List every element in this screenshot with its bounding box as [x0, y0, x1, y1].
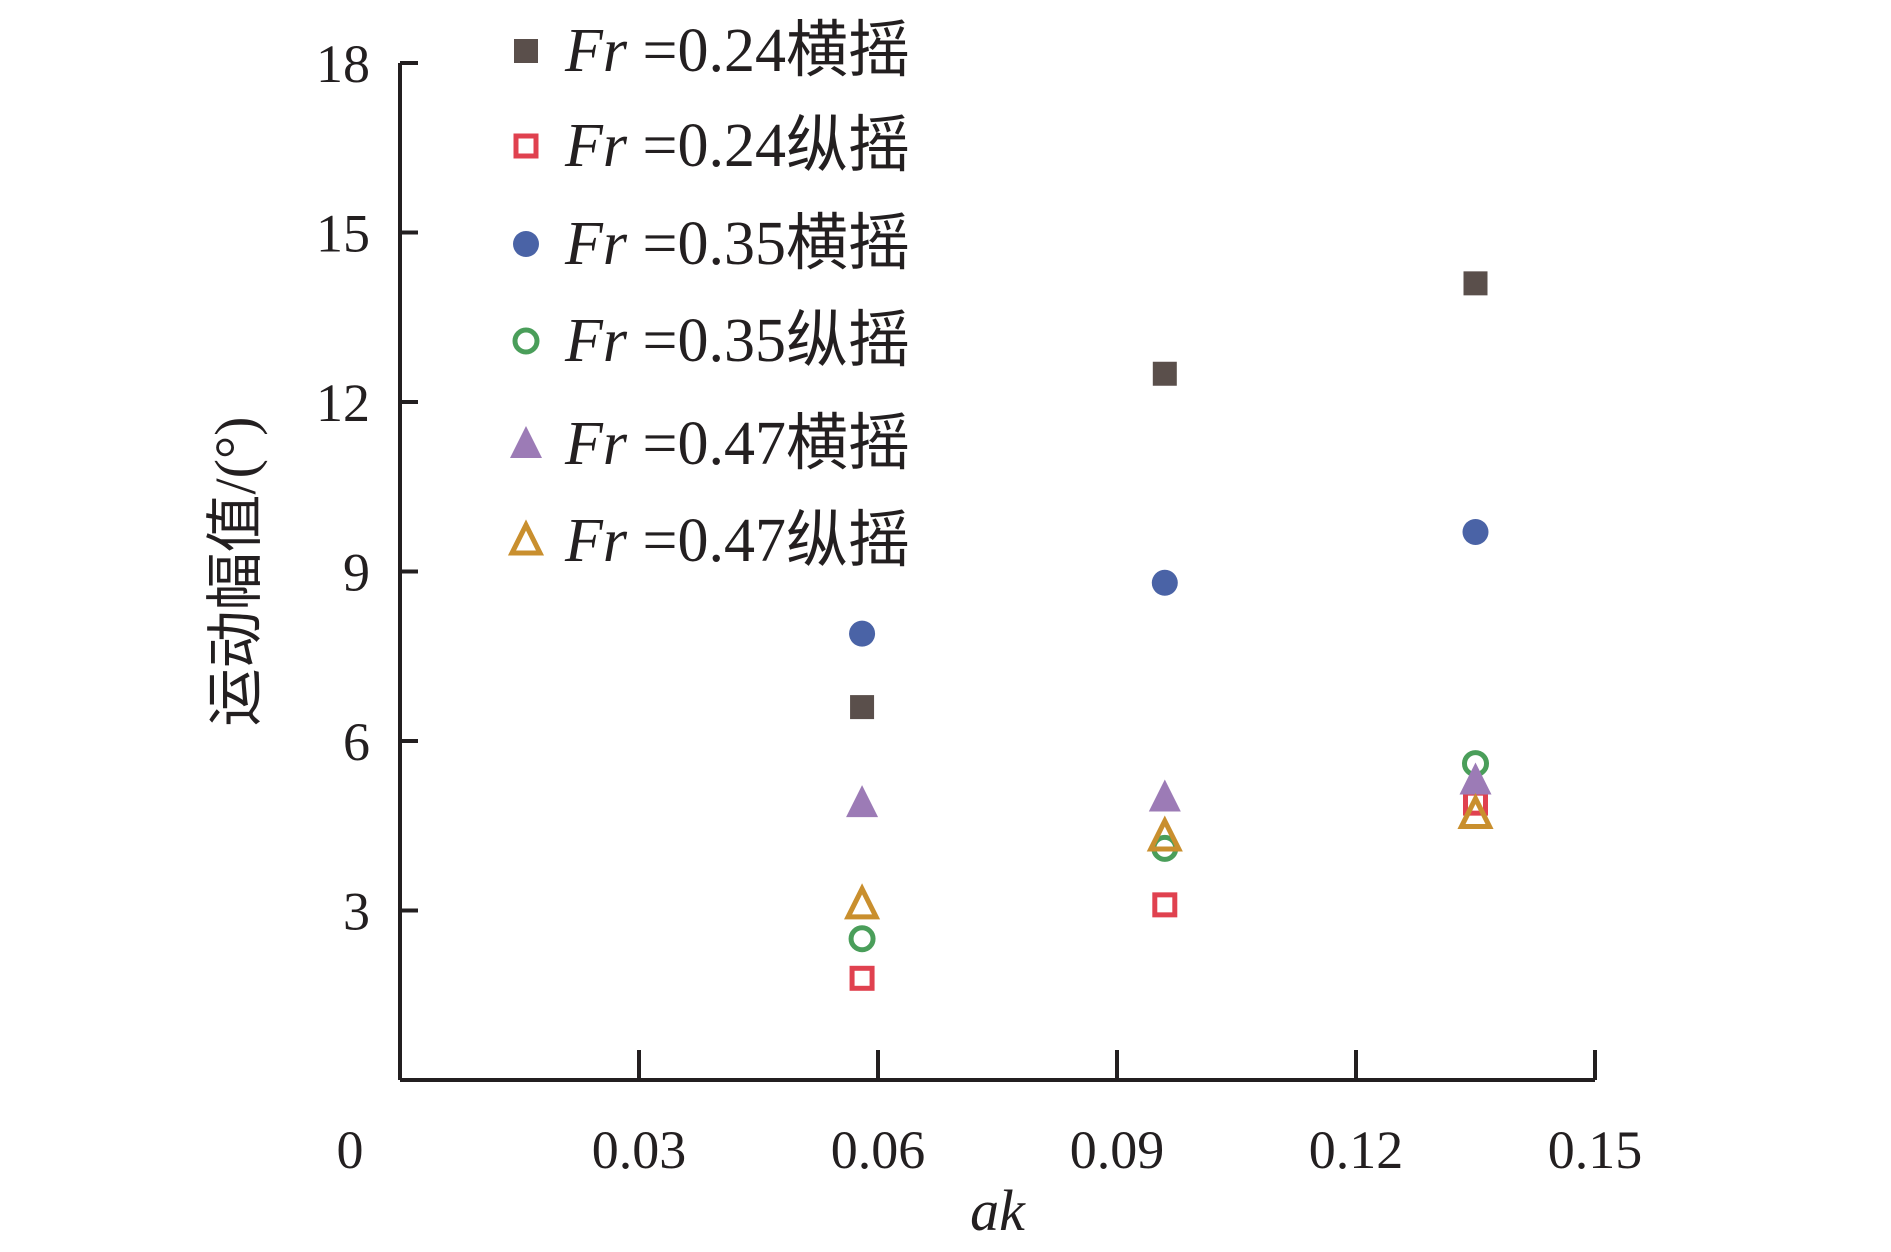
- series-5: [846, 762, 1492, 818]
- legend-label: Fr =0.24纵摇: [564, 112, 910, 180]
- legend-suffix: =0.47横摇: [627, 410, 910, 478]
- legend-label: Fr =0.35横摇: [564, 210, 910, 278]
- legend-suffix: =0.35纵摇: [627, 307, 910, 375]
- legend-var: Fr: [564, 507, 628, 575]
- data-point: [1148, 779, 1181, 812]
- data-point: [848, 925, 876, 953]
- data-point: [850, 695, 875, 720]
- legend-suffix: =0.35横摇: [627, 210, 910, 278]
- legend-suffix: =0.47纵摇: [627, 507, 910, 575]
- data-point: [1457, 792, 1494, 829]
- legend-var: Fr: [564, 17, 628, 85]
- legend-item: Fr =0.47纵摇: [507, 507, 910, 575]
- legend-label: Fr =0.35纵摇: [564, 307, 910, 375]
- data-point: [849, 620, 876, 647]
- data-point: [1463, 271, 1488, 296]
- legend-marker-square: [514, 39, 538, 63]
- legend-var: Fr: [564, 112, 628, 180]
- legend-item: Fr =0.24横摇: [514, 17, 910, 85]
- y-tick-label: 12: [316, 373, 370, 433]
- series-6: [844, 792, 1494, 920]
- y-tick-label: 6: [343, 712, 370, 772]
- x-tick-label: 0: [337, 1120, 364, 1180]
- ticks: 3 6 9 12 15 18 0 0.03 0.06 0.09 0.12 0.15: [316, 34, 1642, 1180]
- y-tick-label: 18: [316, 34, 370, 94]
- legend-label: Fr =0.47横摇: [564, 410, 910, 478]
- y-tick-label: 9: [343, 543, 370, 603]
- data-point: [1151, 569, 1178, 596]
- data-point: [846, 785, 879, 818]
- legend-marker-triangle: [510, 426, 542, 458]
- x-tick-label: 0.12: [1309, 1120, 1404, 1180]
- x-axis-title: ak: [970, 1178, 1026, 1243]
- legend-item: Fr =0.35横摇: [513, 210, 910, 278]
- data-points: [844, 271, 1494, 991]
- legend-marker-circle: [512, 327, 540, 355]
- data-point: [1462, 518, 1489, 545]
- legend-var: Fr: [564, 410, 628, 478]
- data-point: [849, 965, 875, 991]
- data-point: [1459, 762, 1492, 795]
- y-tick-label: 15: [316, 204, 370, 264]
- legend-marker-triangle: [507, 519, 545, 556]
- series-2: [849, 790, 1488, 991]
- x-tick-label: 0.15: [1548, 1120, 1643, 1180]
- legend-item: Fr =0.24纵摇: [513, 112, 910, 180]
- x-tick-label: 0.09: [1070, 1120, 1165, 1180]
- legend-marker-square: [513, 133, 539, 159]
- x-tick-label: 0.06: [831, 1120, 926, 1180]
- legend-suffix: =0.24横摇: [627, 17, 910, 85]
- series-1: [850, 271, 1488, 720]
- legend-item: Fr =0.35纵摇: [512, 307, 910, 375]
- legend-var: Fr: [564, 307, 628, 375]
- data-point: [1146, 815, 1183, 852]
- x-tick-label: 0.03: [592, 1120, 687, 1180]
- y-tick-label: 3: [343, 882, 370, 942]
- legend-marker-circle: [513, 231, 539, 257]
- y-axis-title: 运动幅值/(°): [203, 417, 268, 727]
- legend-label: Fr =0.24横摇: [564, 17, 910, 85]
- legend-label: Fr =0.47纵摇: [564, 507, 910, 575]
- data-point: [844, 883, 881, 920]
- legend-item: Fr =0.47横摇: [510, 410, 910, 478]
- data-point: [1152, 892, 1178, 918]
- data-point: [1152, 361, 1177, 386]
- series-3: [849, 518, 1489, 647]
- legend-var: Fr: [564, 210, 628, 278]
- legend-suffix: =0.24纵摇: [627, 112, 910, 180]
